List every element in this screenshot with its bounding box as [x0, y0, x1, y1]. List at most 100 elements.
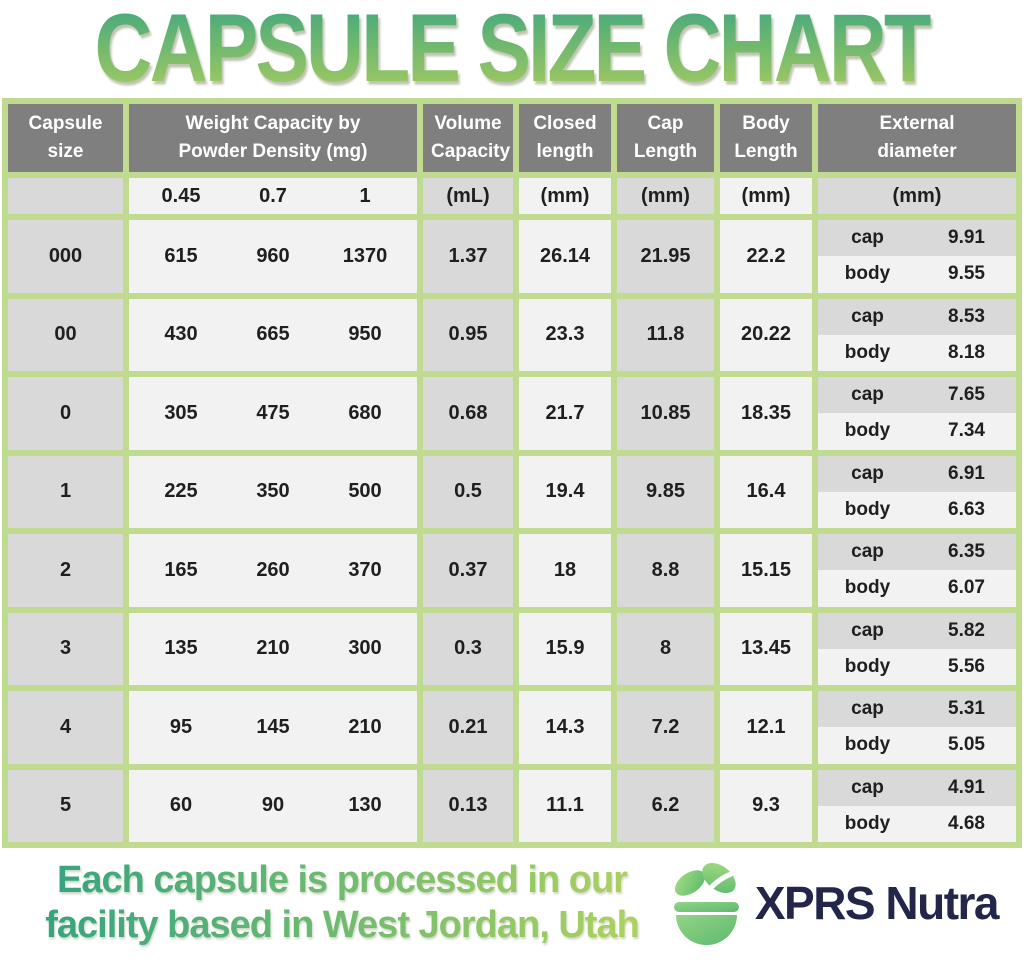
external-cap-row: cap 5.31	[818, 691, 1016, 728]
body-label: body	[844, 812, 891, 834]
cap-label: cap	[851, 462, 884, 484]
brand-name: XPRS Nutra	[754, 877, 1000, 929]
unit-densities: 0.45 0.7 1	[129, 178, 417, 214]
external-cap-row: cap 9.91	[818, 220, 1016, 257]
cap-value: 6.91	[948, 462, 985, 484]
cap-label: cap	[851, 227, 884, 249]
cap-length-cell: 7.2	[617, 691, 714, 764]
body-label: body	[844, 577, 891, 599]
weight-capacity-cell: 135 210 300	[129, 612, 417, 685]
external-cap-row: cap 7.65	[818, 377, 1016, 414]
weight-capacity-cell: 430 665 950	[129, 298, 417, 371]
title-bar: CAPSULE SIZE CHART	[0, 0, 1024, 98]
external-cap-row: cap 6.35	[818, 534, 1016, 571]
volume-capacity-cell: 0.68	[423, 377, 513, 450]
cap-label: cap	[851, 698, 884, 720]
external-diameter-cell: cap 4.91 body 4.68	[818, 769, 1016, 842]
unit-capsule-size-empty	[8, 178, 123, 214]
external-body-row: body 4.68	[818, 805, 1016, 842]
weight-capacity-cell: 305 475 680	[129, 377, 417, 450]
volume-capacity-cell: 0.5	[423, 455, 513, 528]
external-diameter-cell: cap 6.35 body 6.07	[818, 534, 1016, 607]
cap-length-cell: 10.85	[617, 377, 714, 450]
body-length-cell: 9.3	[720, 769, 812, 842]
external-cap-row: cap 4.91	[818, 769, 1016, 806]
weight-capacity-cell: 165 260 370	[129, 534, 417, 607]
unit-closed-length: (mm)	[519, 178, 611, 214]
cap-label: cap	[851, 776, 884, 798]
volume-capacity-cell: 1.37	[423, 220, 513, 293]
body-length-cell: 16.4	[720, 455, 812, 528]
body-length-cell: 12.1	[720, 691, 812, 764]
external-body-row: body 8.18	[818, 334, 1016, 371]
external-cap-row: cap 6.91	[818, 455, 1016, 492]
body-label: body	[844, 655, 891, 677]
closed-length-cell: 19.4	[519, 455, 611, 528]
closed-length-cell: 26.14	[519, 220, 611, 293]
tagline-line-1: Each capsule is processed in our	[57, 859, 627, 902]
brand-logo: XPRS Nutra	[671, 861, 1000, 945]
closed-length-cell: 23.3	[519, 298, 611, 371]
external-body-row: body 9.55	[818, 256, 1016, 293]
external-diameter-cell: cap 9.91 body 9.55	[818, 220, 1016, 293]
mortar-leaf-icon	[673, 862, 739, 945]
header-body-length: Body Length	[720, 104, 812, 172]
closed-length-cell: 14.3	[519, 691, 611, 764]
cap-value: 9.91	[948, 227, 985, 249]
cap-length-cell: 9.85	[617, 455, 714, 528]
footer-tagline: Each capsule is processed in our facilit…	[18, 858, 666, 948]
capsule-size-cell: 3	[8, 612, 123, 685]
closed-length-cell: 11.1	[519, 769, 611, 842]
body-label: body	[844, 341, 891, 363]
capsule-size-cell: 2	[8, 534, 123, 607]
body-label: body	[844, 498, 891, 520]
capsule-size-table: Capsule size Weight Capacity by Powder D…	[2, 98, 1022, 848]
cap-value: 6.35	[948, 541, 985, 563]
cap-value: 5.31	[948, 698, 985, 720]
external-body-row: body 7.34	[818, 413, 1016, 450]
body-value: 6.07	[948, 577, 985, 599]
weight-capacity-cell: 225 350 500	[129, 455, 417, 528]
capsule-size-cell: 0	[8, 377, 123, 450]
body-value: 5.56	[948, 655, 985, 677]
body-value: 5.05	[948, 734, 985, 756]
footer: Each capsule is processed in our facilit…	[0, 848, 1024, 964]
density-045: 0.45	[161, 184, 201, 207]
body-length-cell: 15.15	[720, 534, 812, 607]
unit-cap-length: (mm)	[617, 178, 714, 214]
density-07: 0.7	[259, 184, 287, 207]
cap-length-cell: 6.2	[617, 769, 714, 842]
tagline-line-2: facility based in West Jordan, Utah	[45, 904, 639, 946]
body-value: 4.68	[948, 812, 985, 834]
volume-capacity-cell: 0.95	[423, 298, 513, 371]
capsule-size-cell: 1	[8, 455, 123, 528]
cap-label: cap	[851, 619, 884, 641]
cap-length-cell: 21.95	[617, 220, 714, 293]
body-label: body	[844, 263, 891, 285]
weight-capacity-cell: 60 90 130	[129, 769, 417, 842]
cap-value: 7.65	[948, 384, 985, 406]
cap-value: 4.91	[948, 776, 985, 798]
cap-label: cap	[851, 541, 884, 563]
external-body-row: body 6.07	[818, 570, 1016, 607]
body-value: 7.34	[948, 420, 985, 442]
body-length-cell: 20.22	[720, 298, 812, 371]
cap-value: 8.53	[948, 305, 985, 327]
closed-length-cell: 18	[519, 534, 611, 607]
unit-body-length: (mm)	[720, 178, 812, 214]
weight-capacity-cell: 95 145 210	[129, 691, 417, 764]
header-cap-length: Cap Length	[617, 104, 714, 172]
body-value: 8.18	[948, 341, 985, 363]
capsule-size-cell: 00	[8, 298, 123, 371]
body-label: body	[844, 734, 891, 756]
body-label: body	[844, 420, 891, 442]
body-length-cell: 18.35	[720, 377, 812, 450]
density-1: 1	[359, 184, 371, 207]
header-weight-capacity: Weight Capacity by Powder Density (mg)	[129, 104, 417, 172]
body-value: 9.55	[948, 263, 985, 285]
body-length-cell: 13.45	[720, 612, 812, 685]
page-title: CAPSULE SIZE CHART	[94, 0, 932, 103]
body-value: 6.63	[948, 498, 985, 520]
external-body-row: body 5.56	[818, 648, 1016, 685]
